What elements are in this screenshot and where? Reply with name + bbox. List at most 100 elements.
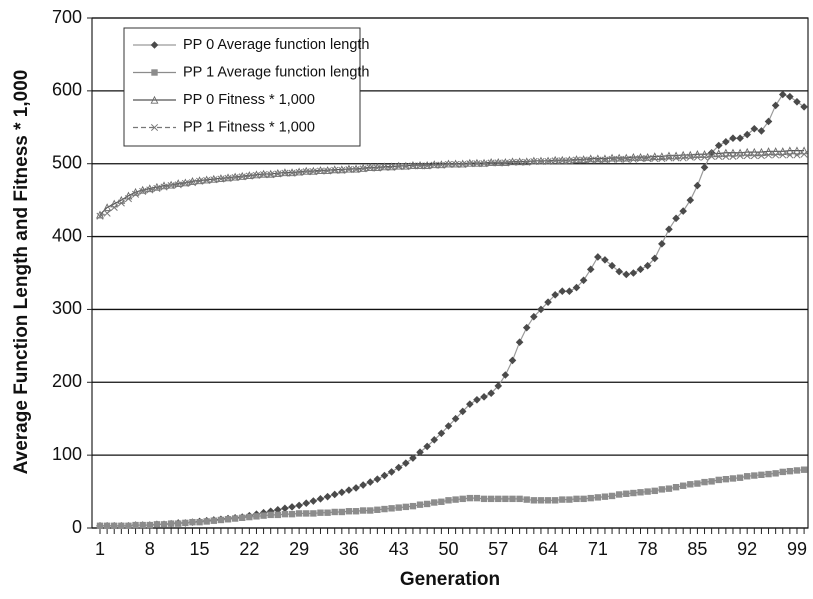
marker <box>423 500 431 508</box>
marker <box>338 508 346 516</box>
marker <box>686 153 694 161</box>
marker <box>381 505 388 513</box>
marker <box>409 502 417 510</box>
marker <box>494 159 502 167</box>
y-tick-label: 0 <box>72 517 82 537</box>
marker <box>324 167 332 175</box>
marker <box>387 162 396 171</box>
marker <box>416 448 424 457</box>
marker <box>394 161 403 170</box>
marker <box>388 505 395 512</box>
marker <box>636 155 645 163</box>
marker <box>416 160 424 169</box>
marker <box>175 520 182 527</box>
marker <box>708 152 716 160</box>
marker <box>280 168 289 177</box>
marker <box>509 495 516 503</box>
marker <box>245 172 253 180</box>
marker <box>103 209 111 217</box>
marker <box>181 179 189 187</box>
marker <box>150 95 159 104</box>
marker <box>132 521 139 529</box>
marker <box>274 170 282 178</box>
marker <box>623 490 630 497</box>
marker <box>629 155 637 163</box>
marker <box>651 487 658 495</box>
marker <box>501 371 510 379</box>
marker <box>359 165 367 173</box>
marker <box>644 155 652 163</box>
marker <box>508 158 517 166</box>
marker <box>494 158 503 166</box>
marker <box>281 169 289 177</box>
marker <box>267 511 274 519</box>
marker <box>238 173 246 181</box>
marker <box>779 151 787 159</box>
marker <box>764 151 773 159</box>
marker <box>786 467 794 475</box>
marker <box>764 117 773 126</box>
marker <box>182 519 189 527</box>
marker <box>437 161 445 169</box>
marker <box>686 196 695 204</box>
marker <box>551 497 559 504</box>
marker <box>309 497 318 505</box>
marker <box>558 155 567 164</box>
marker <box>217 516 225 524</box>
marker <box>715 476 722 484</box>
marker <box>508 356 517 365</box>
marker <box>800 466 808 473</box>
marker <box>515 338 524 347</box>
marker <box>608 155 616 163</box>
marker <box>181 178 190 187</box>
marker <box>288 510 296 518</box>
marker <box>245 171 254 180</box>
y-tick-label: 700 <box>52 7 82 27</box>
marker <box>565 157 573 165</box>
y-tick-label: 600 <box>52 80 82 100</box>
x-tick-label: 15 <box>190 539 210 559</box>
marker <box>246 513 253 521</box>
marker <box>579 155 588 163</box>
marker <box>622 270 631 279</box>
marker <box>658 486 666 493</box>
marker <box>438 498 445 505</box>
marker <box>217 175 225 183</box>
marker <box>494 382 503 390</box>
marker <box>765 470 772 478</box>
marker <box>751 472 758 479</box>
marker <box>594 494 602 501</box>
marker <box>758 471 765 479</box>
marker <box>330 490 339 499</box>
marker <box>487 389 495 398</box>
marker <box>352 484 360 492</box>
marker <box>150 41 159 49</box>
marker <box>551 157 559 165</box>
marker <box>750 152 758 160</box>
marker <box>96 522 104 530</box>
marker <box>373 164 381 172</box>
marker <box>714 141 723 150</box>
marker <box>317 509 324 516</box>
marker <box>495 495 502 503</box>
marker <box>160 521 168 528</box>
y-tick-label: 200 <box>52 371 82 391</box>
marker <box>309 166 318 175</box>
marker <box>151 69 158 76</box>
marker <box>572 155 581 163</box>
marker <box>231 174 239 182</box>
marker <box>700 153 709 161</box>
marker <box>458 407 467 416</box>
marker <box>416 501 424 508</box>
marker <box>487 495 495 503</box>
marker <box>452 496 459 503</box>
marker <box>388 163 396 171</box>
marker <box>672 214 680 223</box>
marker <box>708 478 715 485</box>
marker <box>658 155 666 163</box>
series <box>96 466 808 530</box>
marker <box>601 256 609 264</box>
series-line <box>99 150 805 216</box>
marker <box>537 156 545 165</box>
marker <box>729 134 737 143</box>
